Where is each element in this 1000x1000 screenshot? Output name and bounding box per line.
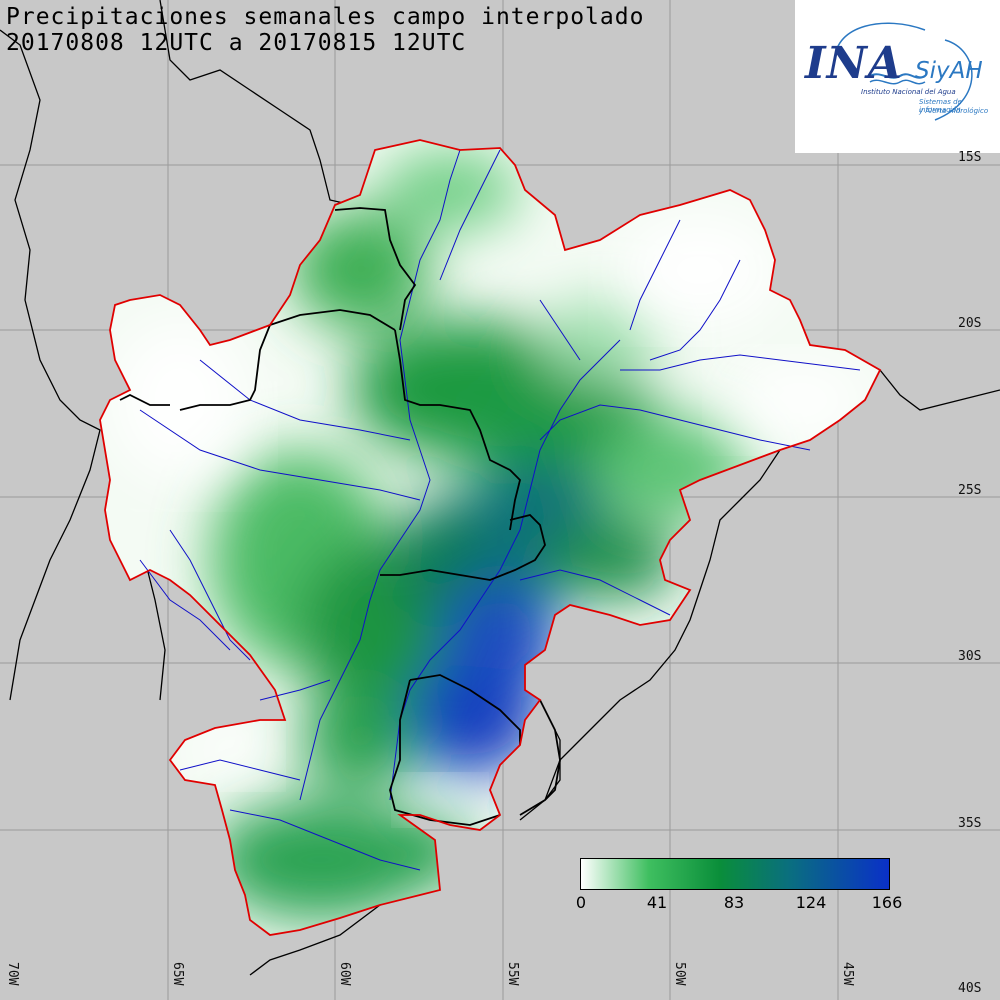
- colorbar-tick-41: 41: [646, 893, 668, 912]
- lat-label-40s: 40S: [958, 981, 982, 996]
- colorbar-tick-124: 124: [795, 893, 827, 912]
- lon-label-50w: 50W: [672, 962, 687, 986]
- lon-label-70w: 70W: [5, 962, 20, 986]
- lon-label-60w: 60W: [337, 962, 352, 986]
- internal-borders: [119, 207, 561, 826]
- lat-label-25s: 25S: [958, 483, 982, 498]
- lat-label-20s: 20S: [958, 316, 982, 331]
- lon-label-65w: 65W: [170, 962, 185, 986]
- lon-label-45w: 45W: [840, 962, 855, 986]
- colorbar-tick-0: 0: [575, 893, 587, 912]
- logo-system-text-2: y Alerta Hidrológico: [919, 107, 989, 115]
- logo-swoosh-icon: [834, 22, 973, 121]
- basin-outline: [99, 139, 882, 936]
- lat-label-15s: 15S: [958, 150, 982, 165]
- lat-label-35s: 35S: [958, 816, 982, 831]
- lat-label-30s: 30S: [958, 649, 982, 664]
- rivers: [139, 149, 861, 871]
- lon-label-55w: 55W: [505, 962, 520, 986]
- colorbar-tick-166: 166: [871, 893, 903, 912]
- map-period: 20170808 12UTC a 20170815 12UTC: [6, 30, 467, 56]
- logo-system-text-1: Sistemas de información: [919, 98, 962, 114]
- logo-siyah-text: SiyAH: [915, 58, 983, 84]
- map-title: Precipitaciones semanales campo interpol…: [6, 4, 645, 30]
- logo-ina-text: INA: [805, 38, 903, 89]
- ina-siyah-logo: INA SiyAH Instituto Nacional del Agua Si…: [795, 0, 1000, 153]
- colorbar-tick-83: 83: [723, 893, 745, 912]
- logo-institute-text: Instituto Nacional del Agua: [861, 88, 956, 96]
- precipitation-colorbar: [580, 858, 890, 890]
